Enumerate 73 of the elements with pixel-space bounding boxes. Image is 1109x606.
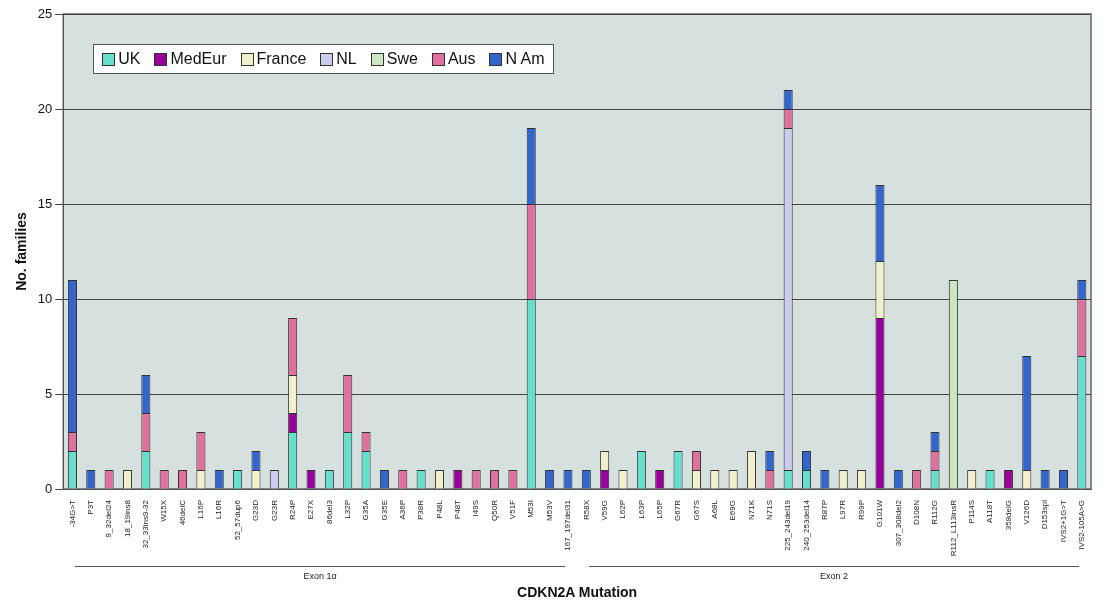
x-tick-label: D153spl	[1040, 499, 1050, 530]
x-tick-label: 358delG	[1003, 500, 1013, 531]
x-axis-title: CDKN2A Mutation	[517, 584, 638, 601]
y-tick-label: 15	[37, 195, 53, 211]
x-tick-label: N71K	[746, 499, 756, 521]
x-tick-label: -34G>T	[67, 499, 77, 528]
legend-label: MedEur	[170, 50, 227, 68]
x-tick-label: R99P	[856, 500, 866, 521]
x-tick-label: 32_33ins9-32	[141, 499, 151, 549]
x-tick-label: R24P	[287, 500, 297, 521]
x-tick-label: I49S	[471, 500, 481, 517]
text: Exon 1α	[303, 570, 337, 581]
x-tick-label: G35A	[361, 499, 371, 521]
x-tick-label: G35E	[379, 500, 389, 521]
y-tick-label: 10	[37, 290, 53, 306]
x-tick-label: V51F	[508, 499, 518, 520]
x-tick-label: G67R	[673, 499, 683, 521]
x-tick-label: L16R	[214, 499, 224, 520]
y-tick-label: 0	[45, 480, 53, 496]
x-tick-label: L32P	[342, 500, 352, 519]
x-tick-label: IVS2-105A>G	[1077, 500, 1087, 550]
legend-label: Swe	[386, 50, 418, 68]
x-tick-label: P48L	[434, 499, 444, 519]
x-tick-label: G101W	[875, 499, 885, 528]
legend-label: UK	[118, 50, 141, 68]
x-tick-label: P38R	[416, 499, 426, 521]
legend-label: France	[256, 50, 307, 68]
x-tick-label: 52_57dup6	[232, 499, 242, 541]
x-tick-label: N71S	[765, 500, 775, 521]
x-tick-label: 167_197del31	[563, 499, 573, 551]
legend-label: NL	[336, 50, 357, 68]
x-tick-label: 18_19ins8	[122, 499, 132, 537]
x-tick-label: G23D	[251, 499, 261, 521]
x-tick-label: P114S	[966, 500, 976, 524]
x-tick-label: L63P	[636, 500, 646, 519]
x-tick-label: L16P	[196, 500, 206, 519]
y-tick-label: 5	[45, 385, 53, 401]
x-tick-label: 86del3	[324, 499, 334, 525]
x-tick-label: R58X	[581, 499, 591, 521]
x-tick-label: G23R	[269, 499, 279, 521]
x-tick-label: V126D	[1021, 499, 1031, 525]
x-tick-label: A36P	[397, 500, 407, 520]
x-tick-label: E27X	[306, 499, 316, 520]
x-tick-label: A68L	[709, 499, 719, 519]
y-tick-label: 25	[37, 5, 53, 21]
x-tick-label: A118T	[985, 499, 995, 523]
x-tick-label: R112G	[930, 500, 940, 525]
x-tick-label: R112_L113insR	[948, 499, 958, 557]
x-tick-label: IVS2+1G>T	[1058, 499, 1068, 543]
x-tick-label: L65P	[654, 500, 664, 519]
x-tick-label: 46delC	[177, 499, 187, 526]
x-tick-label: G67S	[691, 500, 701, 521]
y-axis-title: No. families	[13, 212, 30, 291]
x-tick-label: E69G	[728, 500, 738, 521]
text: Exon 2	[820, 570, 849, 581]
x-tick-label: Q50R	[489, 499, 499, 521]
x-tick-label: R87P	[820, 500, 830, 521]
x-tick-label: D108N	[911, 499, 921, 525]
legend-label: N Am	[505, 50, 545, 68]
x-tick-label: P48T	[453, 499, 463, 520]
x-tick-label: M53V	[544, 499, 554, 521]
legend-label: Aus	[447, 50, 476, 68]
x-tick-label: 307_308del2	[893, 499, 903, 547]
x-tick-label: P3T	[85, 499, 95, 515]
x-tick-label: L97R	[838, 499, 848, 520]
y-tick-label: 20	[37, 100, 53, 116]
x-tick-label: 240_253del14	[801, 499, 811, 551]
x-tick-label: M53I	[526, 500, 536, 518]
x-tick-label: 9_32del24	[104, 499, 114, 538]
x-tick-label: V59G	[599, 500, 609, 521]
x-tick-label: 225_243del19	[783, 499, 793, 551]
x-tick-label: L62P	[618, 500, 628, 519]
x-tick-label: W15X	[159, 499, 169, 522]
